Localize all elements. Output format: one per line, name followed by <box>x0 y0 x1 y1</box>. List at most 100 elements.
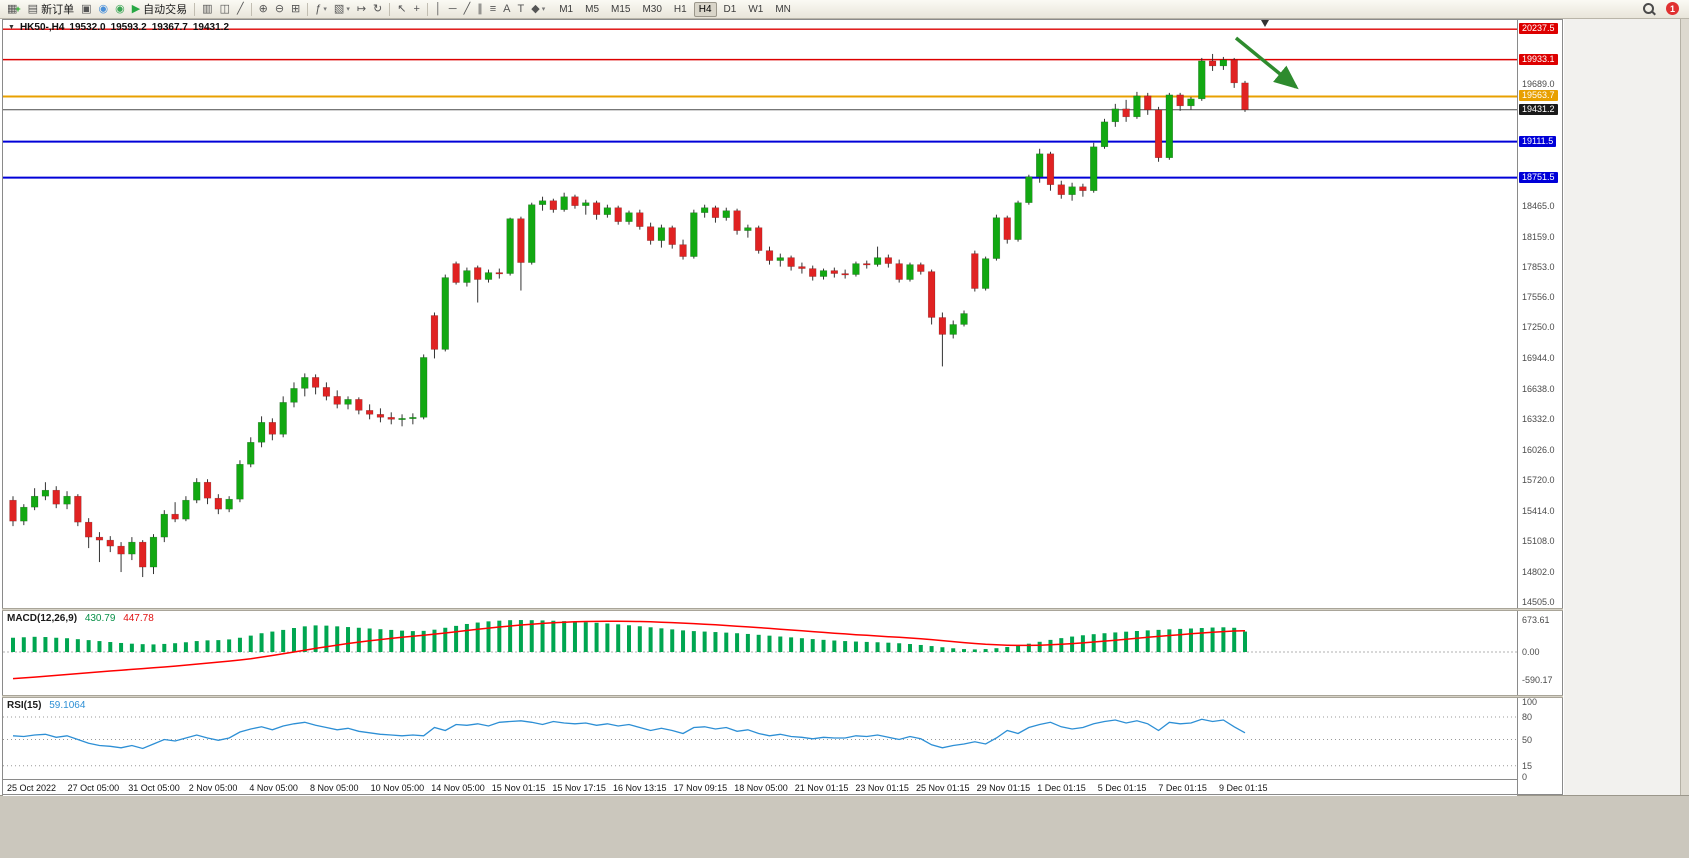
vertical-scrollbar[interactable] <box>1680 19 1689 795</box>
time-label: 27 Oct 05:00 <box>67 783 120 793</box>
candlestick-chart-icon-glyph: ◫ <box>219 3 230 15</box>
timeframe-d1[interactable]: D1 <box>723 3 737 15</box>
timeframe-bar: M1 M5 M15 M30 H1 H4 D1 W1 MN <box>554 1 796 17</box>
notification-badge[interactable]: 1 <box>1666 2 1679 15</box>
time-label: 25 Nov 01:15 <box>916 783 970 793</box>
arrow-objects-icon[interactable]: ◆ ▾ <box>528 1 548 17</box>
macd-label: MACD(12,26,9) 430.79 447.78 <box>7 613 154 624</box>
time-label: 18 Nov 05:00 <box>734 783 788 793</box>
new-order-button[interactable]: ▤ 新订单 <box>25 1 77 17</box>
tile-windows-icon[interactable]: ⊞ <box>288 1 303 17</box>
price-tick: 19689.0 <box>1522 78 1555 89</box>
autotrading-button[interactable]: ▶ 自动交易 <box>129 1 190 17</box>
horizontal-line-icon[interactable]: ─ <box>446 1 460 17</box>
toolbar-separator <box>426 2 428 16</box>
timeframe-m30[interactable]: M30 <box>642 3 662 15</box>
rsi-scale-label: 0 <box>1522 772 1528 782</box>
trendline-icon-glyph: ╱ <box>463 3 471 15</box>
time-label: 4 Nov 05:00 <box>249 783 298 793</box>
templates-button[interactable]: ▧ ▾ <box>331 1 353 17</box>
price-tick: 17556.0 <box>1522 291 1555 302</box>
axis-divider <box>1517 19 1518 795</box>
chart-open: 19532.0 <box>69 22 106 33</box>
text-label-icon-glyph: T <box>517 3 525 15</box>
timeframe-h4[interactable]: H4 <box>693 1 717 17</box>
timeframe-mn[interactable]: MN <box>775 3 791 15</box>
support-icon-glyph: ◉ <box>115 3 125 15</box>
profiles-icon[interactable]: ▣ <box>78 1 94 17</box>
zoom-in-icon[interactable]: ⊕ <box>256 1 271 17</box>
chevron-down-icon: ▾ <box>323 6 327 13</box>
auto-scroll-icon[interactable]: ↻ <box>370 1 385 17</box>
price-tick: 17250.0 <box>1522 322 1555 333</box>
time-label: 10 Nov 05:00 <box>370 783 425 793</box>
equidistant-channel-icon[interactable]: ∥ <box>474 1 486 17</box>
text-icon[interactable]: A <box>500 1 513 17</box>
price-tick: 16332.0 <box>1522 414 1555 425</box>
time-label: 15 Nov 01:15 <box>491 783 546 793</box>
fibonacci-icon[interactable]: ≡ <box>487 1 499 17</box>
timeframe-h1[interactable]: H1 <box>673 3 687 15</box>
support-icon[interactable]: ◉ <box>112 1 128 17</box>
community-icon[interactable]: ◉ <box>95 1 111 17</box>
macd-canvas[interactable] <box>3 611 1517 695</box>
indicators-button[interactable]: ƒ ▾ <box>312 1 330 17</box>
chevron-down-icon: ▾ <box>541 6 546 13</box>
price-tick: 14802.0 <box>1522 566 1555 577</box>
price-tag: 19111.5 <box>1519 135 1557 147</box>
cursor-icon[interactable]: ↖ <box>394 1 409 17</box>
new-chart-button-glyph: ▦ <box>7 3 18 15</box>
bar-chart-icon[interactable]: ▥ <box>199 1 215 17</box>
time-label: 15 Nov 17:15 <box>552 783 606 793</box>
time-label: 21 Nov 01:15 <box>794 783 849 793</box>
timeframe-w1[interactable]: W1 <box>748 3 764 15</box>
rsi-splitter[interactable] <box>2 695 1563 698</box>
indicators-button-glyph: ƒ <box>315 3 322 15</box>
rsi-scale-label: 15 <box>1522 760 1533 771</box>
rsi-canvas[interactable] <box>3 698 1517 779</box>
time-label: 8 Nov 05:00 <box>310 783 359 793</box>
auto-scroll-icon-glyph: ↻ <box>373 3 383 15</box>
macd-splitter[interactable] <box>2 608 1563 611</box>
zoom-out-icon-glyph: ⊖ <box>274 3 285 15</box>
timeframe-m5[interactable]: M5 <box>585 3 600 15</box>
price-axis[interactable]: 19689.0 18465.0 18159.0 17853.0 17556.0 17250… <box>1518 19 1563 795</box>
toolbar-right: 1 <box>1643 2 1679 15</box>
time-label: 23 Nov 01:15 <box>855 783 909 793</box>
price-tick: 15720.0 <box>1522 475 1555 486</box>
plus-icon: + <box>15 4 21 14</box>
main-chart-canvas[interactable] <box>3 19 1517 608</box>
search-icon[interactable] <box>1643 3 1654 14</box>
line-chart-icon[interactable]: ╱ <box>234 1 247 17</box>
time-axis[interactable]: 25 Oct 2022 27 Oct 05:00 31 Oct 05:00 2 Nov… <box>3 779 1517 796</box>
timeframe-m1[interactable]: M1 <box>559 3 574 15</box>
text-label-icon[interactable]: T <box>514 1 527 17</box>
toolbar-buttons: ▦ + ▤ 新订单 ▣ ◉ ◉ ▶ 自动交易 ▥ ◫ ╱ ⊕ ⊖ ⊞ ƒ ▾ ▧ ▾ ↦ ↻ ↖ + │ ─ ╱ ∥ ≡ A T ◆ ▾ <box>4 1 548 17</box>
trendline-icon[interactable]: ╱ <box>461 1 474 17</box>
price-tick: 15108.0 <box>1522 536 1555 547</box>
chart-high: 19593.2 <box>110 22 147 33</box>
zoom-in-icon-glyph: ⊕ <box>258 3 268 15</box>
rsi-label: RSI(15) 59.1064 <box>7 700 85 711</box>
price-tick: 17853.0 <box>1522 262 1555 273</box>
chart-shift-icon-glyph: ↦ <box>356 3 367 15</box>
zoom-out-icon[interactable]: ⊖ <box>272 1 287 17</box>
candlestick-chart-icon[interactable]: ◫ <box>217 1 233 17</box>
price-tag: 19431.2 <box>1519 103 1558 115</box>
rsi-value: 59.1064 <box>49 700 86 711</box>
vertical-line-icon[interactable]: │ <box>432 1 445 17</box>
equidistant-channel-icon-glyph: ∥ <box>477 3 483 15</box>
crosshair-icon[interactable]: + <box>410 1 422 17</box>
new-chart-button[interactable]: ▦ + <box>4 1 24 17</box>
macd-signal-value: 447.78 <box>123 613 154 624</box>
toolbar-separator <box>194 2 196 16</box>
chevron-down-icon[interactable]: ▼ <box>8 24 15 31</box>
bar-chart-icon-glyph: ▥ <box>202 3 213 15</box>
timeframe-m15[interactable]: M15 <box>611 3 631 15</box>
chart-shift-icon[interactable]: ↦ <box>354 1 369 17</box>
rsi-scale-label: 80 <box>1522 712 1533 722</box>
rsi-name: RSI(15) <box>7 700 42 711</box>
new-order-button-label: 新订单 <box>41 4 75 16</box>
macd-scale-label: 673.61 <box>1522 614 1550 625</box>
